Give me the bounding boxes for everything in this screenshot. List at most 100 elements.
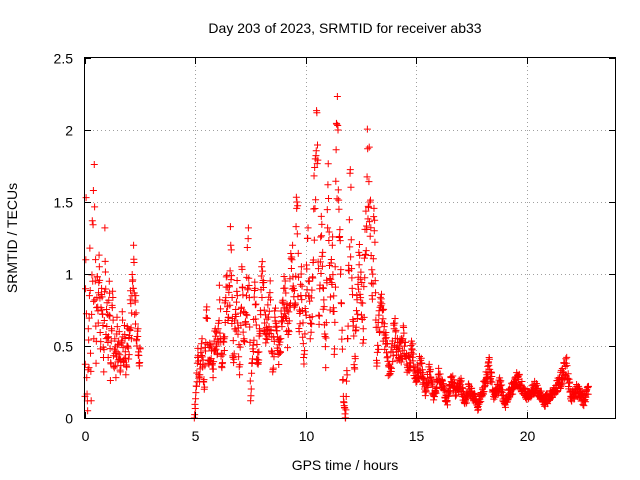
data-point bbox=[219, 359, 227, 367]
data-point bbox=[240, 337, 248, 345]
data-point bbox=[285, 328, 293, 336]
data-point bbox=[360, 254, 368, 262]
data-point bbox=[87, 349, 95, 357]
data-point bbox=[483, 380, 491, 388]
data-point bbox=[255, 348, 263, 356]
data-point bbox=[307, 328, 315, 336]
data-point bbox=[369, 255, 377, 263]
data-point bbox=[121, 348, 129, 356]
data-point bbox=[477, 398, 485, 406]
data-point bbox=[408, 346, 416, 354]
data-point bbox=[329, 304, 337, 312]
data-point bbox=[228, 272, 236, 280]
data-point bbox=[118, 339, 126, 347]
data-point bbox=[326, 293, 334, 301]
data-point bbox=[353, 296, 361, 304]
data-point bbox=[279, 299, 287, 307]
data-point bbox=[305, 277, 313, 285]
data-point bbox=[247, 385, 255, 393]
data-point bbox=[370, 227, 378, 235]
x-tick-label: 10 bbox=[299, 428, 315, 444]
data-point bbox=[343, 334, 351, 342]
data-point bbox=[380, 305, 388, 313]
y-tick-label: 2 bbox=[65, 123, 73, 139]
data-point bbox=[85, 292, 93, 300]
data-point bbox=[348, 274, 356, 282]
data-point bbox=[359, 339, 367, 347]
data-point bbox=[337, 266, 345, 274]
data-point bbox=[425, 360, 433, 368]
data-point bbox=[370, 213, 378, 221]
data-point bbox=[109, 287, 117, 295]
data-point bbox=[293, 198, 301, 206]
x-tick-label: 20 bbox=[520, 428, 536, 444]
data-point bbox=[230, 350, 238, 358]
data-point bbox=[310, 205, 318, 213]
data-point bbox=[211, 347, 219, 355]
data-point bbox=[323, 206, 331, 214]
data-point bbox=[400, 342, 408, 350]
data-point bbox=[266, 330, 274, 338]
data-point bbox=[474, 406, 482, 414]
data-point bbox=[201, 383, 209, 391]
data-point bbox=[320, 296, 328, 304]
data-point bbox=[580, 402, 588, 410]
data-point bbox=[86, 286, 94, 294]
data-point bbox=[321, 343, 329, 351]
data-point bbox=[130, 255, 138, 263]
data-point bbox=[218, 362, 226, 370]
data-point bbox=[88, 217, 96, 225]
tick-labels-layer: 0 5 10 15 20 0 0.5 1 1.5 2 2.5 bbox=[54, 51, 536, 445]
data-point bbox=[441, 385, 449, 393]
data-point bbox=[412, 369, 420, 377]
data-point bbox=[351, 365, 359, 373]
data-point bbox=[194, 357, 202, 365]
data-point bbox=[316, 258, 324, 266]
data-point bbox=[260, 279, 268, 287]
data-point bbox=[432, 389, 440, 397]
data-point bbox=[310, 236, 318, 244]
data-point bbox=[322, 334, 330, 342]
data-point bbox=[409, 350, 417, 358]
data-point bbox=[92, 359, 100, 367]
data-point bbox=[308, 320, 316, 328]
data-point bbox=[351, 355, 359, 363]
data-point bbox=[307, 294, 315, 302]
data-point bbox=[566, 378, 574, 386]
data-point bbox=[318, 232, 326, 240]
data-point bbox=[129, 284, 137, 292]
data-point bbox=[104, 333, 112, 341]
data-point bbox=[330, 350, 338, 358]
data-point bbox=[559, 379, 567, 387]
data-point bbox=[292, 272, 300, 280]
data-point bbox=[311, 163, 319, 171]
plot-frame bbox=[84, 57, 616, 419]
data-point bbox=[367, 279, 375, 287]
data-point bbox=[88, 310, 96, 318]
data-point bbox=[368, 266, 376, 274]
data-point bbox=[533, 381, 541, 389]
data-point bbox=[318, 220, 326, 228]
data-point bbox=[321, 333, 329, 341]
data-point bbox=[281, 284, 289, 292]
data-point bbox=[99, 321, 107, 329]
data-point bbox=[106, 289, 114, 297]
data-point bbox=[246, 323, 254, 331]
data-point bbox=[304, 234, 312, 242]
data-point bbox=[329, 233, 337, 241]
data-point bbox=[308, 313, 316, 321]
data-point bbox=[129, 276, 137, 284]
data-point bbox=[319, 248, 327, 256]
data-point bbox=[409, 340, 417, 348]
data-point bbox=[101, 257, 109, 265]
data-point bbox=[408, 353, 416, 361]
data-point bbox=[251, 278, 259, 286]
data-point bbox=[124, 342, 132, 350]
data-point bbox=[286, 275, 294, 283]
data-point bbox=[92, 256, 100, 264]
data-point bbox=[192, 382, 200, 390]
data-point bbox=[223, 307, 231, 315]
data-point bbox=[234, 330, 242, 338]
data-point bbox=[387, 363, 395, 371]
